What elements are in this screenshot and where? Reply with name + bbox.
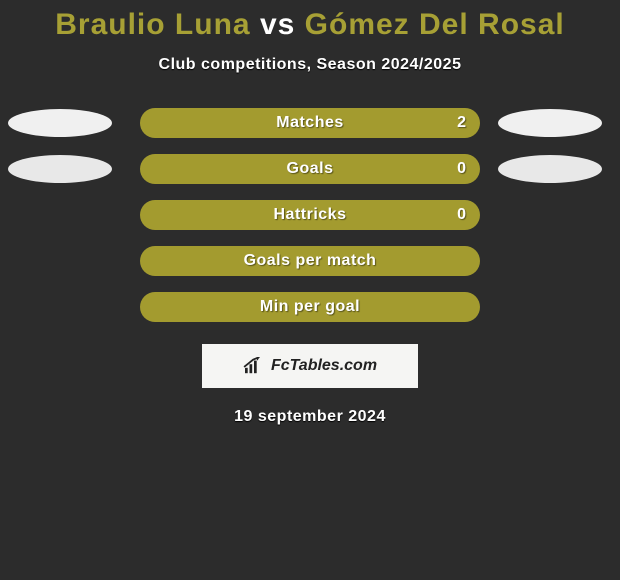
player1-name: Braulio Luna bbox=[55, 8, 250, 41]
right-ellipse bbox=[498, 155, 602, 183]
stat-bar: Hattricks 0 bbox=[140, 200, 480, 230]
stat-bar: Min per goal bbox=[140, 292, 480, 322]
vs-label: vs bbox=[260, 8, 295, 41]
left-ellipse bbox=[8, 155, 112, 183]
stat-value: 0 bbox=[457, 160, 466, 178]
stat-row: Goals per match bbox=[0, 246, 620, 276]
brand-box[interactable]: FcTables.com bbox=[202, 344, 418, 388]
player2-name: Gómez Del Rosal bbox=[305, 8, 565, 41]
subtitle: Club competitions, Season 2024/2025 bbox=[159, 56, 462, 74]
page-title: Braulio Luna vs Gómez Del Rosal bbox=[55, 8, 564, 42]
stat-label: Goals per match bbox=[244, 252, 377, 270]
chart-icon bbox=[243, 357, 265, 375]
brand-text: FcTables.com bbox=[271, 357, 377, 375]
stat-label: Min per goal bbox=[260, 298, 360, 316]
right-ellipse bbox=[498, 109, 602, 137]
comparison-card: Braulio Luna vs Gómez Del Rosal Club com… bbox=[0, 0, 620, 426]
stat-rows: Matches 2 Goals 0 Hattricks 0 Goals per match M… bbox=[0, 108, 620, 322]
stat-row: Matches 2 bbox=[0, 108, 620, 138]
stat-row: Min per goal bbox=[0, 292, 620, 322]
stat-value: 0 bbox=[457, 206, 466, 224]
stat-label: Matches bbox=[276, 114, 344, 132]
stat-value: 2 bbox=[457, 114, 466, 132]
stat-bar: Matches 2 bbox=[140, 108, 480, 138]
stat-label: Goals bbox=[287, 160, 334, 178]
stat-row: Hattricks 0 bbox=[0, 200, 620, 230]
stat-row: Goals 0 bbox=[0, 154, 620, 184]
stat-label: Hattricks bbox=[274, 206, 347, 224]
stat-bar: Goals per match bbox=[140, 246, 480, 276]
stat-bar: Goals 0 bbox=[140, 154, 480, 184]
left-ellipse bbox=[8, 109, 112, 137]
date-label: 19 september 2024 bbox=[234, 408, 386, 426]
